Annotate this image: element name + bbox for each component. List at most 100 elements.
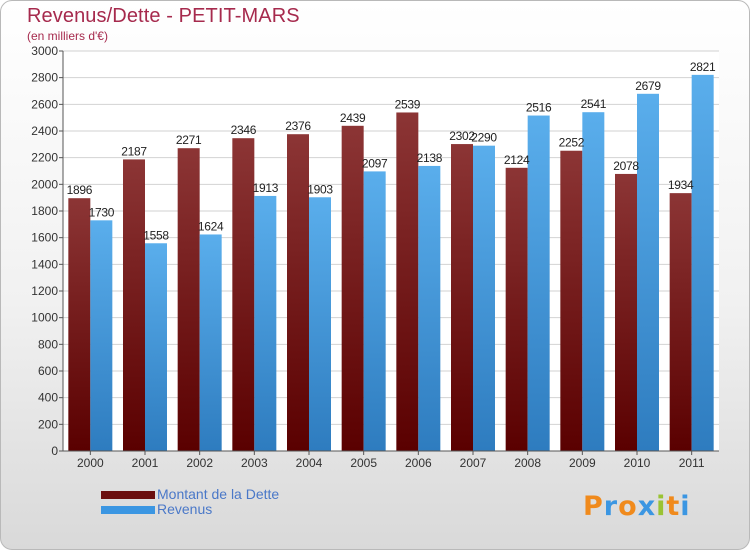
legend-label-dette: Montant de la Dette (157, 486, 280, 502)
data-label-dette: 2271 (176, 133, 202, 147)
data-label-revenus: 1558 (143, 228, 169, 242)
data-label-dette: 1896 (67, 183, 93, 197)
data-labels: 1896 1730 2187 1558 2271 1624 2346 1913 2376 1903… (67, 60, 717, 242)
data-label-revenus: 2097 (362, 156, 388, 170)
bar-revenus (582, 112, 605, 451)
y-tick-label: 2200 (31, 151, 58, 165)
bar-dette (505, 167, 528, 452)
x-tick-label: 2002 (186, 456, 213, 470)
data-label-revenus: 2821 (690, 60, 716, 74)
data-label-dette: 2078 (613, 159, 639, 173)
bar-dette (396, 112, 419, 451)
data-label-dette: 2252 (559, 136, 585, 150)
data-label-dette: 1934 (668, 178, 694, 192)
bar-revenus (418, 165, 441, 451)
data-label-revenus: 2516 (526, 101, 552, 115)
bar-dette (560, 150, 583, 451)
y-tick-label: 600 (38, 364, 58, 378)
bar-dette (232, 138, 255, 451)
logo-letter: x (637, 491, 657, 522)
data-label-revenus: 1624 (198, 219, 224, 233)
data-label-dette: 2124 (504, 153, 530, 167)
data-label-dette: 2346 (231, 123, 257, 137)
bar-dette (123, 159, 145, 451)
data-label-revenus: 2679 (635, 79, 661, 93)
bar-revenus (691, 74, 714, 451)
bar-revenus (363, 171, 386, 451)
axes: 0 200 400 600 800 1000 1200 1400 1600 1800 2000 220… (31, 44, 719, 470)
x-tick-label: 2009 (569, 456, 596, 470)
legend-label-revenus: Revenus (157, 501, 213, 517)
logo-letter: t (666, 491, 681, 522)
logo-letter: i (680, 491, 691, 522)
legend-item-revenus: Revenus (101, 502, 279, 517)
x-tick-label: 2005 (350, 456, 377, 470)
data-label-dette: 2439 (340, 111, 366, 125)
x-tick-label: 2007 (460, 456, 487, 470)
y-tick-label: 2600 (31, 97, 58, 111)
bar-revenus (309, 197, 331, 451)
data-label-revenus: 1913 (253, 181, 279, 195)
chart-subtitle: (en milliers d'€) (27, 29, 108, 43)
data-label-revenus: 1903 (307, 182, 333, 196)
bar-revenus (527, 115, 550, 452)
logo-letter: r (603, 491, 619, 522)
y-tick-label: 0 (51, 444, 58, 458)
y-tick-label: 1800 (31, 204, 58, 218)
proxiti-logo: Proxiti (583, 491, 691, 522)
grid-lines (63, 50, 719, 452)
bar-dette (68, 198, 91, 451)
data-label-dette: 2187 (121, 144, 147, 158)
logo-letter: i (656, 491, 667, 522)
y-tick-label: 200 (38, 417, 58, 431)
y-tick-label: 2000 (31, 177, 58, 191)
legend-swatch-revenus (101, 505, 155, 514)
bar-revenus (637, 93, 659, 452)
x-tick-label: 2010 (624, 456, 651, 470)
bar-revenus (199, 234, 222, 451)
bar-revenus (254, 195, 277, 451)
data-label-revenus: 1730 (89, 205, 115, 219)
bar-dette (451, 144, 473, 452)
bar-dette (177, 148, 200, 451)
x-tick-label: 2008 (514, 456, 541, 470)
data-label-revenus: 2290 (471, 131, 497, 145)
data-label-dette: 2539 (395, 97, 421, 111)
data-label-revenus: 2541 (581, 97, 607, 111)
legend: Montant de la Dette Revenus (101, 487, 279, 517)
x-tick-label: 2001 (132, 456, 159, 470)
x-tick-label: 2000 (77, 456, 104, 470)
y-tick-label: 800 (38, 337, 58, 351)
y-tick-label: 3000 (31, 44, 58, 58)
data-label-dette: 2376 (285, 119, 311, 133)
x-tick-label: 2003 (241, 456, 268, 470)
bar-revenus (90, 220, 113, 451)
bar-dette (615, 173, 637, 451)
data-label-revenus: 2138 (417, 151, 443, 165)
y-tick-label: 1600 (31, 231, 58, 245)
bar-dette (287, 134, 309, 451)
x-tick-label: 2006 (405, 456, 432, 470)
bar-dette (669, 193, 692, 451)
y-tick-label: 1000 (31, 311, 58, 325)
legend-swatch-dette (101, 490, 155, 499)
data-label-dette: 2302 (449, 129, 475, 143)
legend-item-dette: Montant de la Dette (101, 487, 279, 502)
bar-revenus (473, 145, 495, 451)
logo-letter: o (618, 491, 638, 522)
y-tick-label: 2800 (31, 71, 58, 85)
bar-revenus (145, 243, 167, 451)
bars (68, 74, 714, 452)
x-tick-label: 2004 (296, 456, 323, 470)
y-tick-label: 1400 (31, 257, 58, 271)
y-tick-label: 1200 (31, 284, 58, 298)
y-tick-label: 400 (38, 391, 58, 405)
chart-title: Revenus/Dette - PETIT-MARS (27, 5, 300, 27)
logo-letter: P (583, 491, 604, 522)
plot-area (63, 51, 719, 451)
x-tick-label: 2011 (679, 456, 705, 470)
y-tick-label: 2400 (31, 124, 58, 138)
bar-dette (341, 125, 364, 452)
